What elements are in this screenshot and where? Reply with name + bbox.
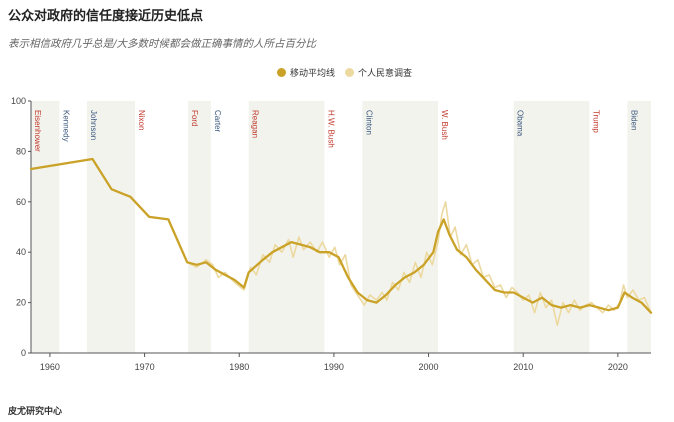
term-band-clinton [362, 101, 439, 353]
legend: 移动平均线 个人民意调查 [277, 66, 412, 79]
x-tick-label: 1980 [229, 362, 249, 372]
y-tick-label: 0 [21, 348, 26, 358]
president-label-johnson: Johnson [89, 110, 98, 140]
president-label-ford: Ford [190, 110, 199, 126]
term-band-reagan [248, 101, 325, 353]
president-label-kennedy: Kennedy [61, 110, 70, 142]
term-band-biden [627, 101, 651, 353]
y-tick-label: 60 [16, 197, 26, 207]
y-tick-label: 20 [16, 298, 26, 308]
term-band-ford [188, 101, 211, 353]
series-line-moving-average [29, 157, 653, 314]
chart-subtitle: 表示相信政府几乎总是/大多数时候都会做正确事情的人所占百分比 [8, 38, 317, 50]
legend-item-moving-average: 移动平均线 [277, 66, 335, 79]
legend-label-moving-average: 移动平均线 [290, 68, 336, 78]
source-note: 皮尤研究中心 [8, 406, 63, 416]
term-band-eisenhower [31, 101, 60, 353]
term-band-obama [513, 101, 590, 353]
x-tick-label: 1960 [40, 362, 60, 372]
term-band-johnson [86, 101, 136, 353]
president-label-biden: Biden [629, 110, 638, 130]
x-tick-label: 2000 [419, 362, 439, 372]
president-label-trump: Trump [591, 110, 600, 133]
x-tick-label: 1970 [135, 362, 155, 372]
y-tick-label: 80 [16, 146, 26, 156]
president-label-eisenhower: Eisenhower [33, 110, 42, 152]
legend-item-individual-polls: 个人民意调查 [345, 66, 412, 79]
chart-title: 公众对政府的信任度接近历史低点 [8, 8, 204, 23]
president-label-w-bush: W. Bush [440, 110, 449, 140]
x-tick-label: 2020 [608, 362, 628, 372]
x-tick-label: 1990 [324, 362, 344, 372]
legend-label-individual-polls: 个人民意调查 [358, 68, 413, 78]
president-label-nixon: Nixon [137, 110, 146, 130]
president-label-carter: Carter [213, 110, 222, 133]
president-label-h-w-bush: H.W. Bush [326, 110, 335, 148]
president-label-obama: Obama [516, 110, 525, 137]
x-tick-label: 2010 [513, 362, 533, 372]
y-tick-label: 40 [16, 247, 26, 257]
y-tick-label: 100 [11, 96, 26, 106]
legend-swatch-moving-average [277, 68, 286, 77]
president-label-clinton: Clinton [364, 110, 373, 135]
president-label-reagan: Reagan [251, 110, 260, 138]
legend-swatch-individual-polls [345, 68, 355, 77]
